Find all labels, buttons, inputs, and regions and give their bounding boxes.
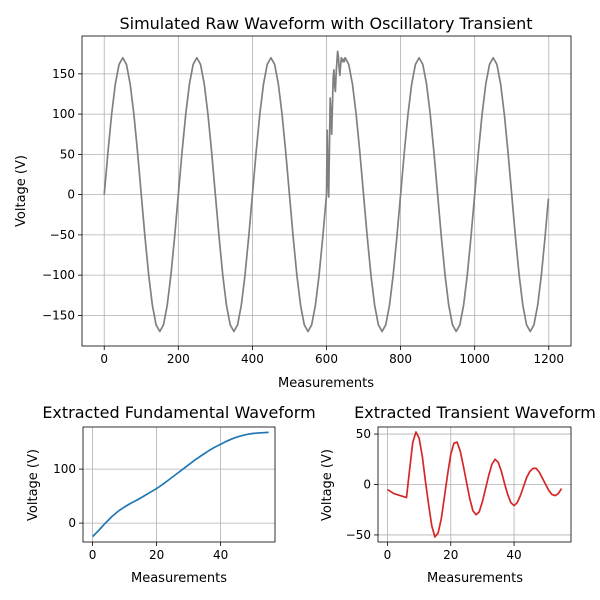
fundamental-chart-series <box>91 431 269 538</box>
transient-chart-series <box>387 431 563 538</box>
raw-chart-title: Simulated Raw Waveform with Oscillatory … <box>119 14 532 33</box>
fundamental-chart-x-tick-label: 20 <box>149 548 164 562</box>
raw-waveform-chart: Simulated Raw Waveform with Oscillatory … <box>14 14 572 391</box>
fundamental-chart-x-tick-label: 0 <box>89 548 97 562</box>
transient-chart-x-tick-label: 40 <box>506 548 521 562</box>
transient-chart-y-tick-label: 0 <box>363 478 371 492</box>
raw-chart-x-tick-label: 600 <box>315 352 338 366</box>
raw-chart-ticks: 0 200 400 600 800 1000 1200 −150 −100 −50 0 50 100 15… <box>42 67 564 366</box>
raw-chart-x-tick-label: 1200 <box>533 352 564 366</box>
fundamental-waveform-chart: Extracted Fundamental Waveform 0 20 40 0 100… <box>26 403 316 586</box>
transient-chart-x-tick-label: 20 <box>443 548 458 562</box>
raw-chart-ylabel: Voltage (V) <box>14 155 29 227</box>
transient-chart-xlabel: Measurements <box>427 571 523 586</box>
raw-chart-series <box>103 50 550 333</box>
raw-chart-line <box>103 50 550 333</box>
transient-chart-y-tick-label: 50 <box>356 427 371 441</box>
fundamental-chart-line <box>91 431 269 538</box>
transient-chart-title: Extracted Transient Waveform <box>354 403 596 422</box>
fundamental-chart-x-tick-label: 40 <box>213 548 228 562</box>
raw-chart-y-tick-label: 0 <box>67 188 75 202</box>
fundamental-chart-axes-frame <box>82 426 276 543</box>
raw-chart-y-tick-label: 50 <box>60 147 75 161</box>
raw-chart-x-tick-label: 400 <box>241 352 264 366</box>
transient-chart-ylabel: Voltage (V) <box>320 449 335 521</box>
raw-chart-x-tick-label: 1000 <box>459 352 490 366</box>
raw-chart-x-tick-label: 0 <box>100 352 108 366</box>
raw-chart-y-tick-label: −50 <box>50 228 75 242</box>
raw-chart-x-tick-label: 200 <box>167 352 190 366</box>
raw-chart-xlabel: Measurements <box>278 376 374 391</box>
raw-chart-y-tick-label: −150 <box>42 308 75 322</box>
transient-chart-y-tick-label: −50 <box>346 528 371 542</box>
fundamental-chart-grid <box>83 427 275 542</box>
fundamental-chart-ticks: 0 20 40 0 100 <box>53 462 228 562</box>
fundamental-chart-xlabel: Measurements <box>131 571 227 586</box>
fundamental-chart-y-tick-label: 100 <box>53 462 76 476</box>
raw-chart-y-tick-label: 100 <box>52 107 75 121</box>
transient-chart-line <box>387 431 563 538</box>
transient-chart-x-tick-label: 0 <box>384 548 392 562</box>
raw-chart-y-tick-label: 150 <box>52 67 75 81</box>
transient-chart-grid <box>378 427 571 542</box>
transient-chart-ticks: 0 20 40 −50 0 50 <box>346 427 522 562</box>
raw-chart-y-tick-label: −100 <box>42 268 75 282</box>
fundamental-chart-title: Extracted Fundamental Waveform <box>42 403 315 422</box>
fundamental-chart-ylabel: Voltage (V) <box>26 449 41 521</box>
raw-chart-x-tick-label: 800 <box>389 352 412 366</box>
fundamental-chart-y-tick-label: 0 <box>68 516 76 530</box>
transient-waveform-chart: Extracted Transient Waveform 0 20 40 −50 0 50… <box>320 403 596 586</box>
